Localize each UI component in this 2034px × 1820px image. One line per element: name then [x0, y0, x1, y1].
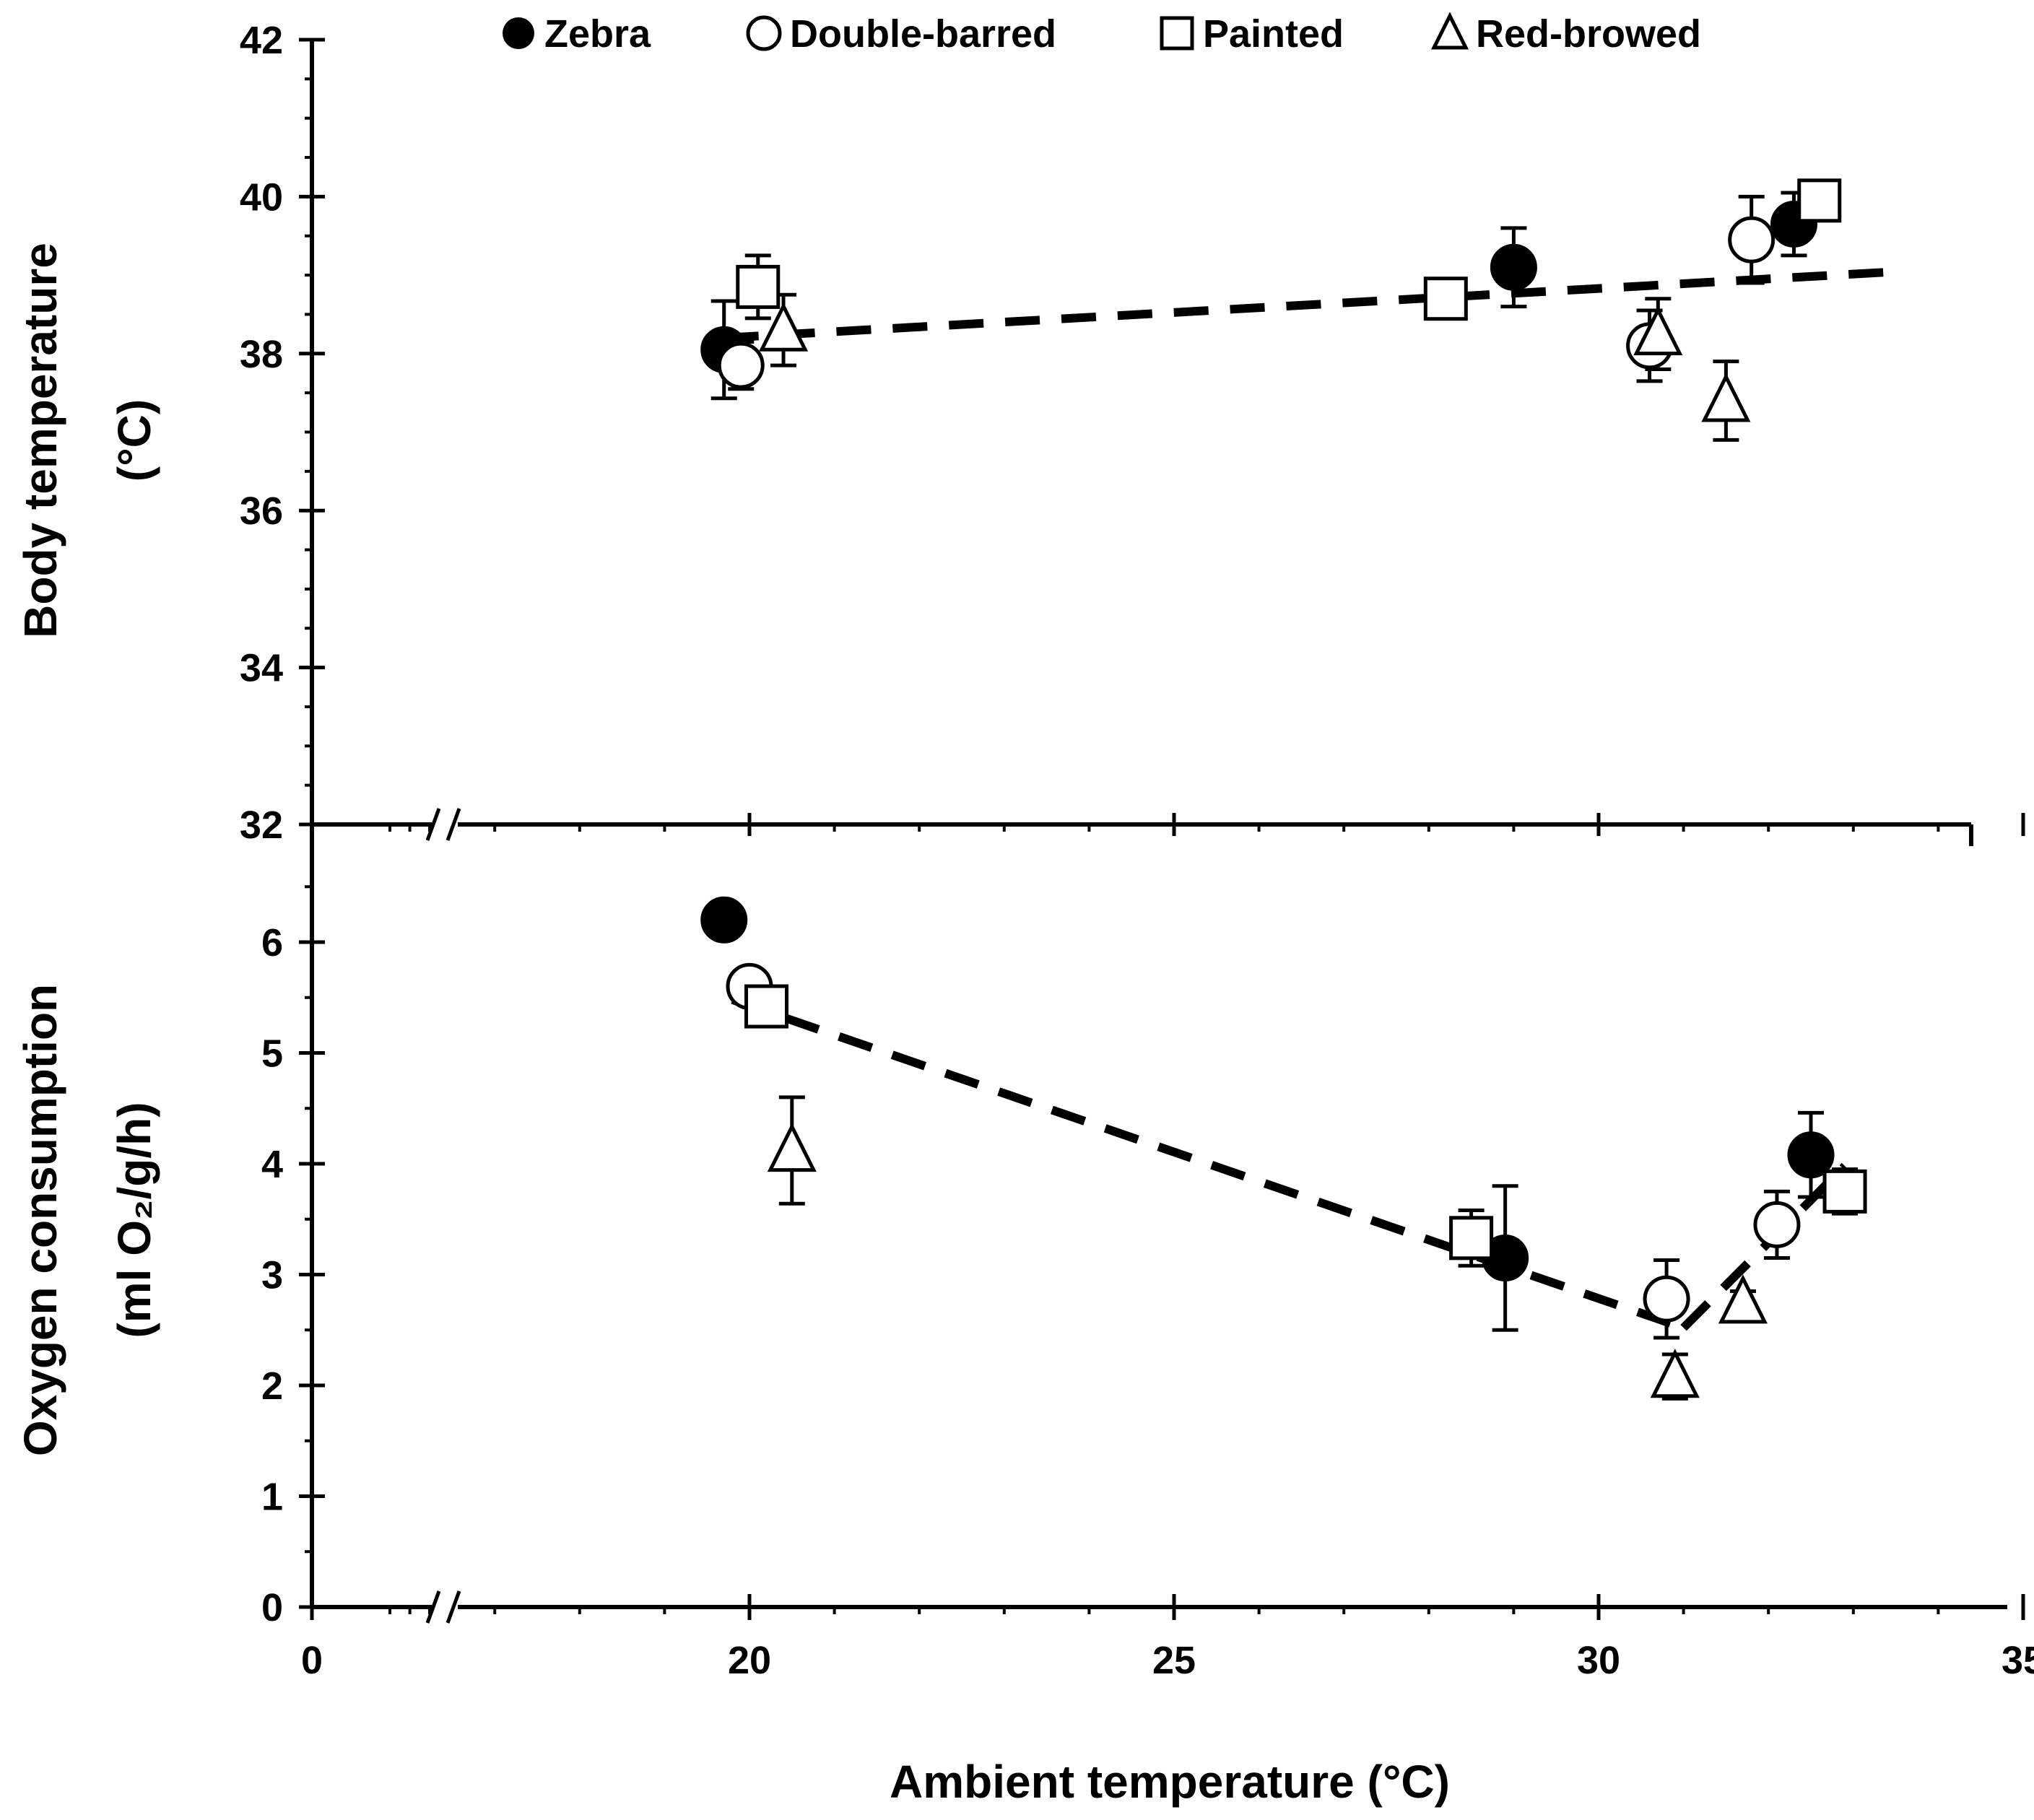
bottom-painted-point-0	[744, 984, 789, 1029]
axis-break-bottom-slash-a	[425, 1590, 441, 1624]
bottom-ylabel-line1: Oxygen consumption	[14, 984, 66, 1456]
bottom-zebra-point-2	[1787, 1131, 1835, 1179]
top-red-browed-point-1	[1633, 306, 1683, 356]
bottom-red-browed-point-2	[1718, 1274, 1768, 1324]
x-tick-label-35: 35	[2002, 1639, 2034, 1682]
bottom-y-tick-label-0: 0	[261, 1586, 283, 1629]
top-red-browed-point-0	[758, 302, 809, 352]
axis-break-middle-slash-a	[425, 808, 441, 841]
x-tick-label-30: 30	[1577, 1639, 1620, 1682]
top-y-tick-label-36: 36	[240, 489, 283, 533]
bottom-red-browed-point-0	[767, 1122, 817, 1172]
legend-zebra-label: Zebra	[544, 12, 651, 56]
x-axis-title: Ambient temperature (°C)	[890, 1756, 1450, 1808]
top-fit-line-0	[723, 266, 1905, 343]
bottom-painted-point-2	[1822, 1169, 1867, 1214]
top-double-barred-point-0	[717, 341, 765, 389]
top-ylabel-line2: (°C)	[108, 399, 160, 482]
top-double-barred-point-2	[1728, 216, 1776, 264]
top-y-tick-label-32: 32	[240, 804, 283, 847]
top-zebra-point-1	[1490, 243, 1537, 291]
legend-zebra-marker	[503, 17, 534, 49]
top-painted-point-0	[736, 264, 781, 309]
top-painted-point-2	[1797, 178, 1842, 223]
chart-marks: 3234363840420123456020253035ZebraDouble-…	[240, 12, 2034, 1682]
legend-double-barred-marker	[746, 15, 782, 51]
top-painted-point-1	[1423, 277, 1468, 321]
bottom-y-tick-label-1: 1	[261, 1476, 283, 1519]
legend-painted-marker	[1160, 16, 1194, 51]
axis-break-middle-slash-b	[446, 808, 461, 841]
bottom-zebra-point-0	[700, 896, 748, 944]
legend-red-browed-marker	[1430, 12, 1469, 50]
top-ylabel-line1: Body temperature	[14, 243, 66, 638]
bottom-ylabel-line2: (ml O₂/g/h)	[108, 1102, 160, 1338]
top-y-tick-label-38: 38	[240, 333, 283, 376]
bottom-y-tick-label-4: 4	[261, 1143, 283, 1186]
bottom-y-tick-label-2: 2	[261, 1364, 283, 1408]
top-y-tick-label-34: 34	[240, 647, 283, 690]
bottom-fit-line-1	[1680, 1162, 1848, 1331]
axis-break-bottom-slash-b	[446, 1590, 461, 1624]
x-tick-label-25: 25	[1152, 1639, 1196, 1682]
bottom-painted-point-1	[1449, 1216, 1494, 1260]
bottom-double-barred-point-2	[1753, 1201, 1801, 1248]
bottom-y-tick-label-6: 6	[261, 921, 283, 965]
top-y-tick-label-42: 42	[240, 19, 283, 62]
x-tick-label-0: 0	[301, 1639, 323, 1682]
top-y-tick-label-40: 40	[240, 175, 283, 219]
legend-double-barred-label: Double-barred	[790, 12, 1056, 56]
bottom-red-browed-point-1	[1650, 1349, 1700, 1398]
bottom-y-tick-label-3: 3	[261, 1254, 283, 1297]
bottom-y-tick-label-5: 5	[261, 1032, 283, 1076]
bottom-double-barred-point-1	[1643, 1275, 1690, 1323]
legend-red-browed-label: Red-browed	[1476, 12, 1701, 56]
legend-painted-label: Painted	[1203, 12, 1344, 56]
bottom-fit-line-0	[731, 996, 1685, 1332]
top-red-browed-point-2	[1701, 373, 1751, 422]
x-tick-label-20: 20	[728, 1639, 771, 1682]
